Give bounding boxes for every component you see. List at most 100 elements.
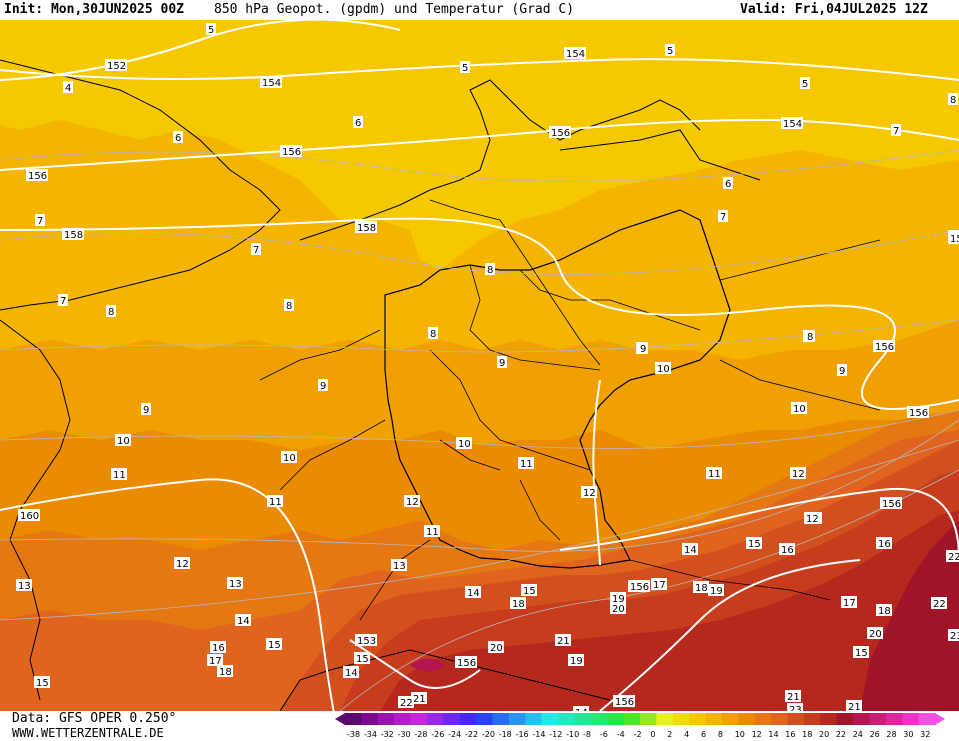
colorbar-tick-label: -4 xyxy=(617,730,625,739)
svg-text:156: 156 xyxy=(882,499,901,510)
svg-text:21: 21 xyxy=(848,702,861,711)
temperature-label: 19 xyxy=(568,654,584,667)
colorbar-arrow-right xyxy=(935,713,945,725)
temperature-label: 18 xyxy=(510,597,526,610)
svg-text:22: 22 xyxy=(948,552,959,563)
colorbar-tick-label: 26 xyxy=(870,730,880,739)
chart-title: 850 hPa Geopot. (gpdm) und Temperatur (G… xyxy=(214,2,575,17)
temperature-label: 5 xyxy=(665,44,675,57)
temperature-label: 13 xyxy=(227,577,243,590)
colorbar-swatch xyxy=(508,713,526,725)
colorbar-swatch xyxy=(476,713,493,725)
svg-text:5: 5 xyxy=(208,25,214,36)
colorbar-tick-label: -38 xyxy=(347,730,360,739)
svg-text:9: 9 xyxy=(640,344,646,355)
svg-text:11: 11 xyxy=(269,497,282,508)
temperature-label: 19 xyxy=(708,584,724,597)
colorbar-tick-label: 16 xyxy=(785,730,795,739)
svg-text:9: 9 xyxy=(320,381,326,392)
svg-text:18: 18 xyxy=(695,583,708,594)
temperature-label: 16 xyxy=(210,641,226,654)
shade-band-22-24 xyxy=(860,520,959,711)
temperature-label: 8 xyxy=(485,263,495,276)
temperature-label: 5 xyxy=(460,61,470,74)
colorbar-tick-label: -26 xyxy=(431,730,444,739)
colorbar-swatch xyxy=(541,713,559,725)
geopotential-label: 154 xyxy=(260,76,282,89)
temperature-label: 9 xyxy=(318,379,328,392)
svg-text:156: 156 xyxy=(28,171,47,182)
svg-text:14: 14 xyxy=(237,616,250,627)
temperature-label: 6 xyxy=(723,177,733,190)
svg-text:156: 156 xyxy=(630,582,649,593)
colorbar-swatch xyxy=(656,713,674,725)
colorbar-tick-label: 24 xyxy=(853,730,863,739)
svg-text:11: 11 xyxy=(426,527,439,538)
weather-map: 5555466677777888888899991010101010111111… xyxy=(0,20,959,711)
svg-text:19: 19 xyxy=(710,586,723,597)
svg-text:19: 19 xyxy=(570,656,583,667)
svg-text:18: 18 xyxy=(878,606,891,617)
temperature-label: 16 xyxy=(779,543,795,556)
temperature-label: 6 xyxy=(353,116,363,129)
temperature-label: 15 xyxy=(354,652,370,665)
colorbar-swatch xyxy=(787,713,805,725)
temperature-label: 10 xyxy=(115,434,131,447)
temperature-label: 11 xyxy=(267,495,283,508)
colorbar-swatch xyxy=(410,713,428,725)
temperature-label: 14 xyxy=(573,706,589,711)
colorbar-tick-label: 2 xyxy=(667,730,672,739)
svg-text:7: 7 xyxy=(60,296,66,307)
svg-text:14: 14 xyxy=(684,545,697,556)
colorbar-swatch xyxy=(640,713,657,725)
colorbar-tick-label: 22 xyxy=(836,730,846,739)
colorbar-swatch xyxy=(853,713,870,725)
svg-text:10: 10 xyxy=(657,364,670,375)
temperature-label: 8 xyxy=(428,327,438,340)
colorbar-swatch xyxy=(492,713,510,725)
colorbar-swatch xyxy=(394,713,412,725)
svg-text:12: 12 xyxy=(583,488,596,499)
geopotential-label: 156 xyxy=(549,126,571,139)
geopotential-label: 15 xyxy=(948,232,959,245)
temperature-label: 15 xyxy=(521,584,537,597)
colorbar-swatch xyxy=(426,713,444,725)
temperature-label: 20 xyxy=(610,602,626,615)
temperature-label: 8 xyxy=(106,305,116,318)
svg-text:12: 12 xyxy=(806,514,819,525)
temperature-label: 17 xyxy=(841,596,857,609)
svg-text:9: 9 xyxy=(499,358,505,369)
colorbar-swatch xyxy=(754,713,772,725)
temperature-label: 5 xyxy=(800,77,810,90)
map-header: Init: Mon,30JUN2025 00Z 850 hPa Geopot. … xyxy=(0,0,959,20)
colorbar-tick-label: -34 xyxy=(364,730,377,739)
temperature-shading xyxy=(0,20,959,711)
colorbar-tick-label: 6 xyxy=(701,730,706,739)
coastline-britain xyxy=(0,59,281,311)
colorbar-swatch xyxy=(869,713,887,725)
svg-text:21: 21 xyxy=(413,694,426,705)
temperature-label: 12 xyxy=(790,467,806,480)
svg-text:153: 153 xyxy=(357,636,376,647)
temperature-label: 8 xyxy=(948,93,958,106)
temperature-label: 8 xyxy=(284,299,294,312)
svg-text:15: 15 xyxy=(268,640,281,651)
svg-text:158: 158 xyxy=(357,223,376,234)
temperature-label: 13 xyxy=(16,579,32,592)
colorbar-swatch xyxy=(525,713,543,725)
temperature-label: 11 xyxy=(518,457,534,470)
svg-text:15: 15 xyxy=(523,586,536,597)
temperature-label: 23 xyxy=(948,629,959,642)
geopotential-label: 156 xyxy=(880,497,902,510)
colorbar-swatch xyxy=(574,713,592,725)
svg-text:7: 7 xyxy=(720,212,726,223)
border-states xyxy=(429,199,701,541)
geopotential-label: 156 xyxy=(907,406,929,419)
temperature-label: 15 xyxy=(746,537,762,550)
svg-text:17: 17 xyxy=(209,656,222,667)
colorbar-tick-label: 8 xyxy=(718,730,723,739)
coastline-mediterranean xyxy=(279,649,611,711)
svg-text:16: 16 xyxy=(878,539,891,550)
temperature-label: 18 xyxy=(693,581,709,594)
temperature-label: 10 xyxy=(791,402,807,415)
